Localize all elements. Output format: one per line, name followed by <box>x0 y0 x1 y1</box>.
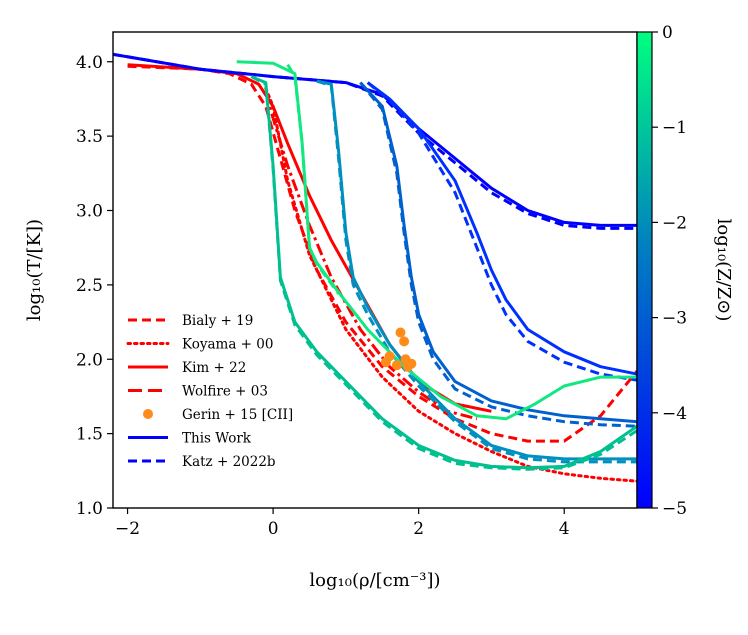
legend: Bialy + 19 Koyama + 00 Kim + 22 Wolfire + 0… <box>126 313 293 470</box>
legend-label: Katz + 2022b <box>182 454 276 470</box>
series-line-4 <box>113 52 637 227</box>
colorbar-tick-label: −3 <box>662 309 687 329</box>
y-axis-ticks: 1.0 1.5 2.0 2.5 3.0 3.5 4.0 <box>76 53 113 519</box>
series-line-3 <box>264 91 478 421</box>
data-point <box>406 358 417 369</box>
x-tick-label: 2 <box>413 519 424 539</box>
y-tick-label: 2.5 <box>76 276 103 296</box>
legend-label: Bialy + 19 <box>182 313 253 329</box>
colorbar-tick-label: −4 <box>662 404 687 424</box>
points-layer <box>380 327 417 372</box>
x-axis-label: log₁₀(ρ/[cm⁻³]) <box>309 570 440 591</box>
series-layer <box>113 52 637 483</box>
series-line-8 <box>359 81 637 424</box>
y-tick-label: 4.0 <box>76 53 103 73</box>
data-point <box>384 351 395 362</box>
data-point <box>399 336 410 347</box>
y-axis-label: log₁₀(T/[K]) <box>24 219 45 321</box>
colorbar-tick-label: −1 <box>662 118 687 138</box>
series-line-9 <box>359 81 637 428</box>
data-point <box>391 360 402 371</box>
series-line-15 <box>286 63 340 295</box>
y-tick-label: 1.5 <box>76 425 103 445</box>
y-tick-label: 3.0 <box>76 202 103 222</box>
colorbar-tick-label: −5 <box>662 499 687 519</box>
series-line-1 <box>264 87 637 483</box>
legend-marker <box>143 409 153 419</box>
series-line-6 <box>366 81 637 376</box>
colorbar <box>636 31 653 509</box>
colorbar-label: log₁₀(Z/Z⊙) <box>713 219 734 322</box>
legend-label: Gerin + 15 [CII] <box>182 407 293 423</box>
series-line-12 <box>250 75 637 470</box>
series-line-0 <box>127 64 637 443</box>
legend-label: Wolfire + 03 <box>182 384 268 400</box>
colorbar-tick-label: 0 <box>662 23 673 43</box>
colorbar-ticks: 0 −1 −2 −3 −4 −5 <box>652 23 687 519</box>
colorbar-tick-label: −2 <box>662 213 687 233</box>
x-tick-label: 4 <box>559 519 570 539</box>
x-axis-ticks: −2 0 2 4 <box>115 508 570 539</box>
series-line-5 <box>113 52 637 230</box>
legend-label: This Work <box>182 431 252 447</box>
y-tick-label: 3.5 <box>76 127 103 147</box>
plot-area <box>113 32 637 508</box>
x-tick-label: 0 <box>268 519 279 539</box>
series-line-7 <box>366 81 637 382</box>
legend-label: Koyama + 00 <box>182 337 273 353</box>
y-tick-label: 2.0 <box>76 350 103 370</box>
y-tick-label: 1.0 <box>76 499 103 519</box>
data-point <box>395 327 406 338</box>
x-tick-label: −2 <box>115 519 140 539</box>
legend-label: Kim + 22 <box>182 360 246 376</box>
